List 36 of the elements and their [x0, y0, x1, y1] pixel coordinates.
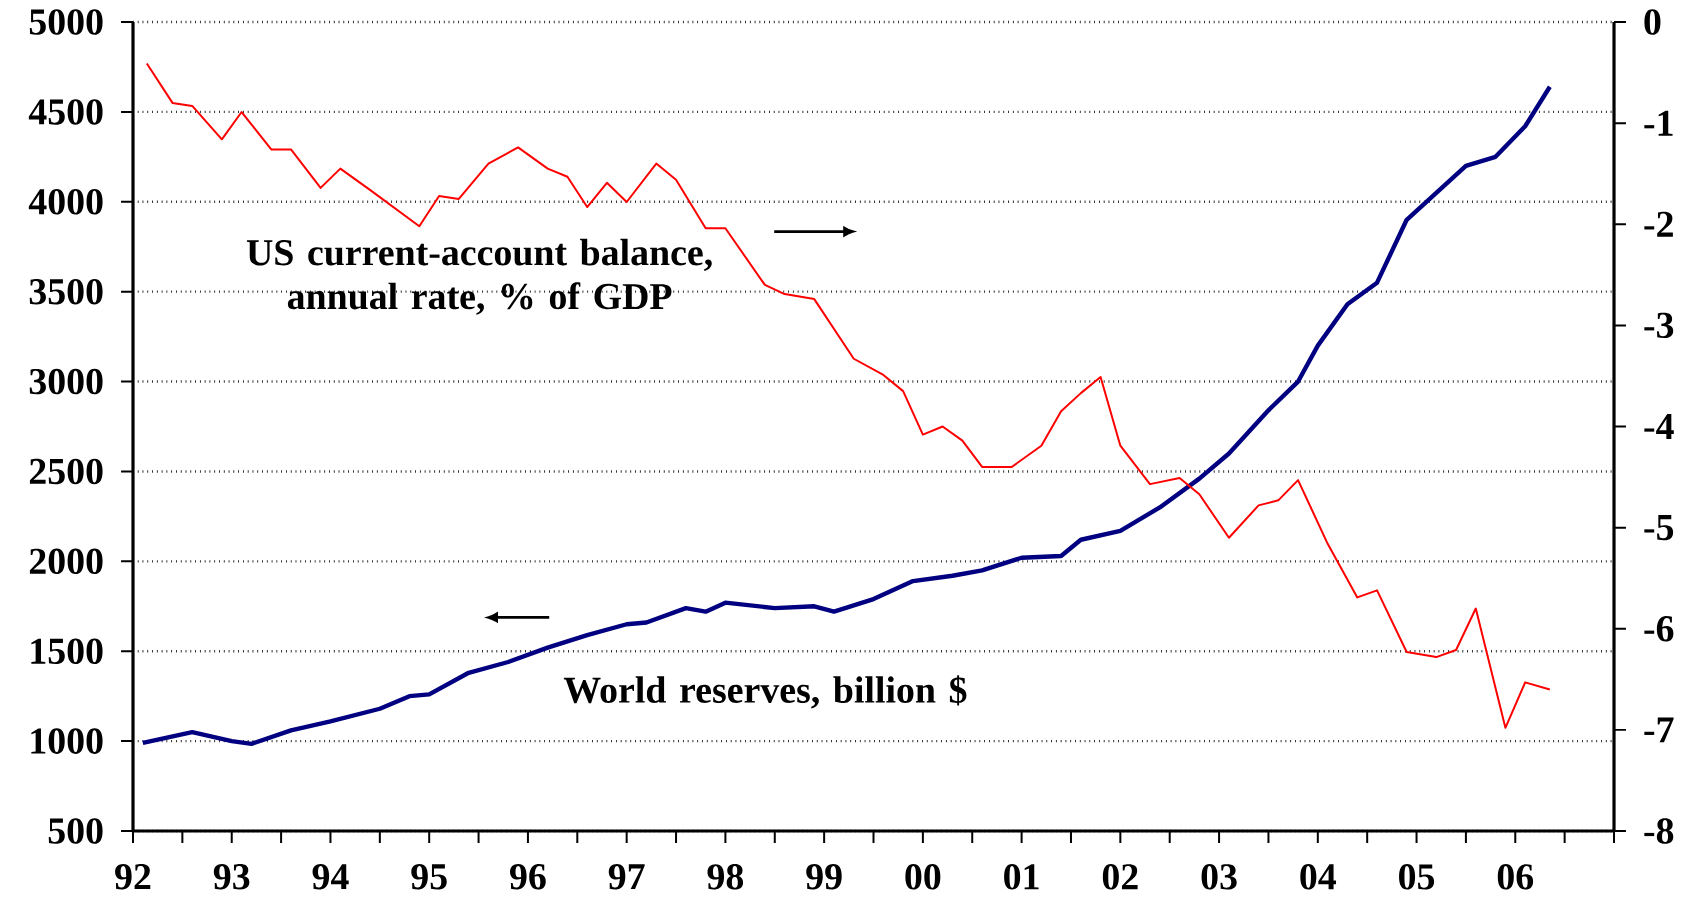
y2-tick-label: -1	[1644, 110, 1673, 136]
y-tick-label: 5000	[29, 9, 103, 35]
y2-tick-label: -2	[1644, 211, 1673, 237]
x-tick-label: 04	[1300, 864, 1337, 890]
x-tick-label: 05	[1399, 864, 1435, 890]
y2-tick-label: -6	[1644, 616, 1674, 642]
y2-tick-label: -3	[1644, 312, 1674, 339]
y-tick-label: 500	[48, 818, 103, 844]
y-tick-label: 3000	[29, 368, 103, 395]
y2-tick-label: 0	[1644, 9, 1661, 35]
y2-tick-label: -4	[1644, 414, 1674, 439]
x-tick-label: 00	[905, 864, 941, 890]
y-tick-label: 4500	[28, 99, 103, 125]
x-tick-label: 97	[608, 864, 645, 890]
annotation: World reserves, billion $	[563, 675, 967, 709]
x-tick-label: 94	[312, 864, 349, 890]
x-tick-label: 03	[1201, 864, 1237, 890]
x-tick-label: 98	[707, 864, 744, 890]
y2-tick-label: -7	[1644, 717, 1674, 743]
x-tick-label: 95	[411, 864, 447, 890]
y-tick-label: 3500	[29, 278, 103, 305]
annotation: US current-account balance, annual rate, % of GDP	[246, 238, 712, 315]
x-tick-label: 02	[1102, 864, 1138, 890]
x-tick-label: 99	[806, 864, 842, 890]
x-tick-label: 01	[1004, 864, 1039, 890]
x-tick-label: 92	[115, 864, 151, 890]
y-tick-label: 1500	[31, 638, 103, 664]
y-tick-label: 1000	[31, 728, 103, 754]
y-tick-label: 2500	[29, 458, 103, 485]
y2-tick-label: -5	[1644, 515, 1674, 541]
x-tick-label: 96	[510, 864, 546, 890]
x-tick-label: 93	[213, 864, 250, 890]
x-tick-label: 06	[1497, 864, 1534, 890]
y-tick-label: 4000	[28, 189, 103, 215]
y2-tick-label: -8	[1644, 818, 1674, 844]
y-tick-label: 2000	[29, 548, 103, 575]
